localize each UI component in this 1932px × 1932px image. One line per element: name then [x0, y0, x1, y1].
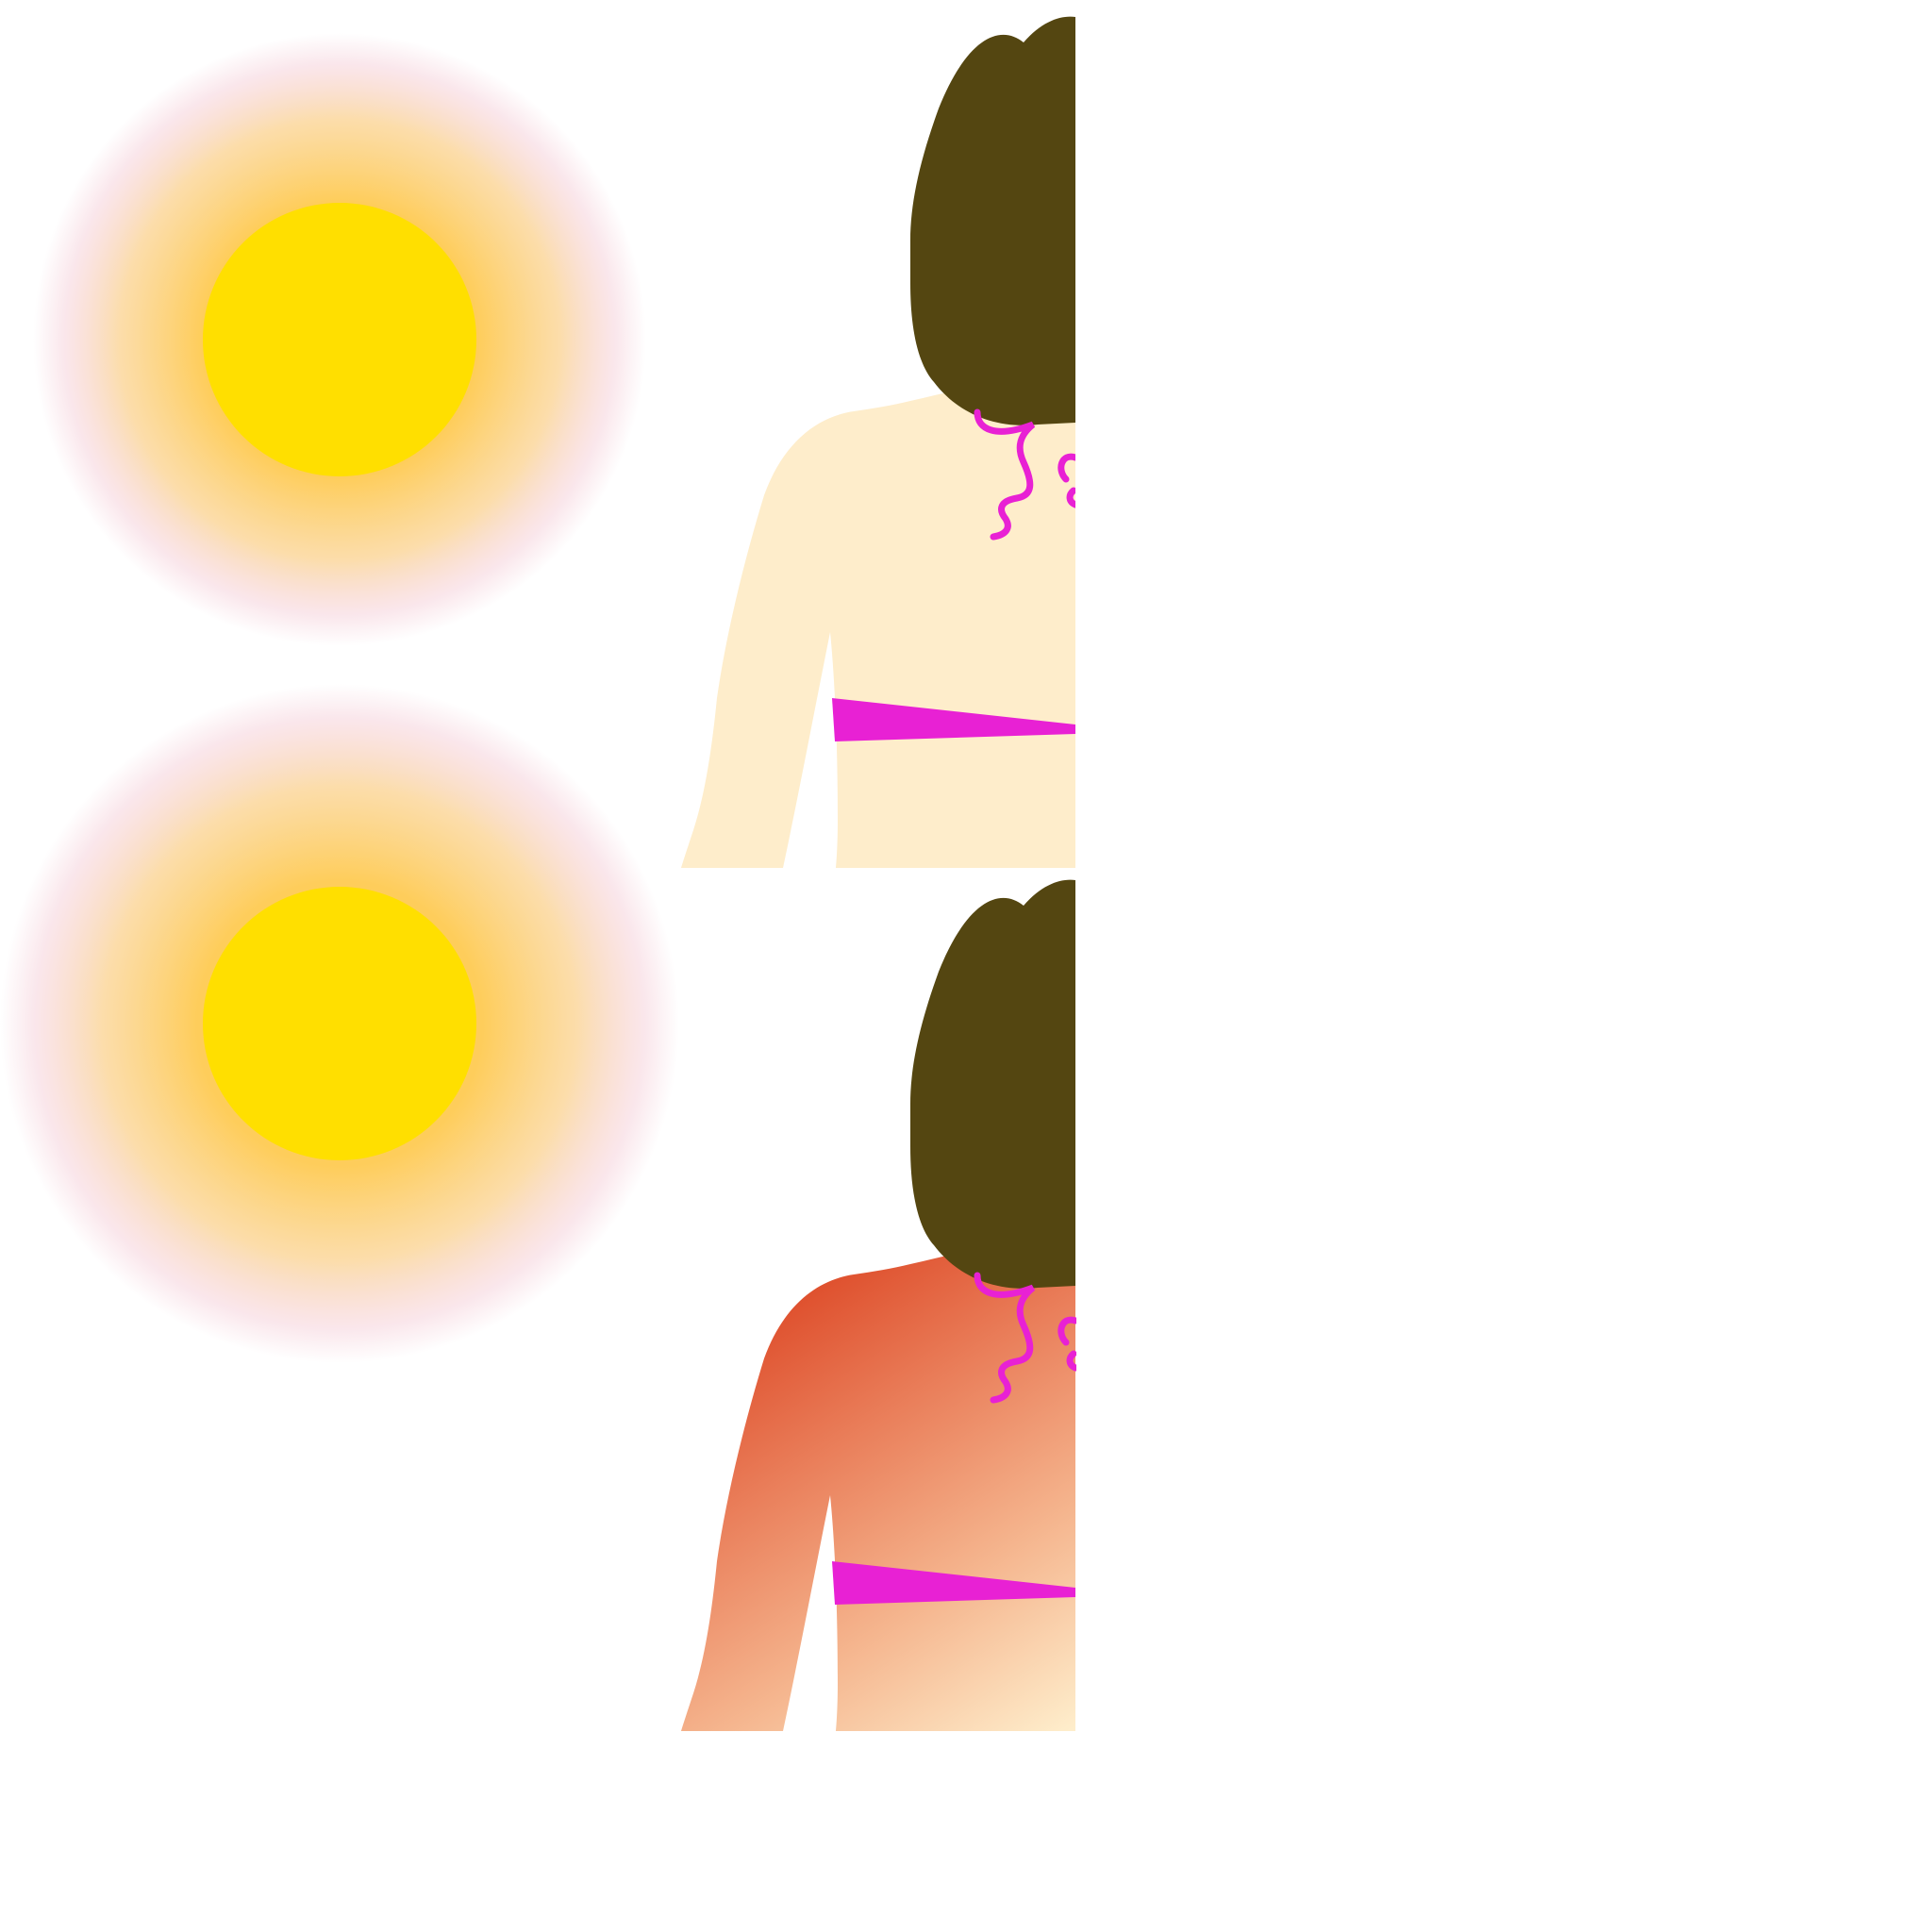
bikini-strap [832, 1561, 1075, 1605]
sun-icon [0, 684, 679, 1363]
bikini-strap [832, 698, 1075, 741]
hair-icon [910, 16, 1075, 425]
skin-sunburned [681, 1222, 1075, 1731]
sun-icon [33, 33, 646, 646]
hair-icon [910, 879, 1075, 1289]
bikini-tie-loop [1058, 453, 1079, 508]
sun-core [203, 887, 476, 1160]
panel-after [0, 684, 1079, 1731]
bikini-tie [974, 408, 1036, 541]
skin-untanned [681, 358, 1075, 868]
panel-before [33, 16, 1079, 868]
crop-mask-right-bottom [1076, 849, 1932, 1932]
woman-back-figure-sunburned [681, 879, 1079, 1731]
woman-back-figure [681, 16, 1079, 868]
bikini-tie [974, 1272, 1036, 1404]
bikini-tie-loop [1058, 1316, 1079, 1372]
sun-core [203, 203, 476, 476]
